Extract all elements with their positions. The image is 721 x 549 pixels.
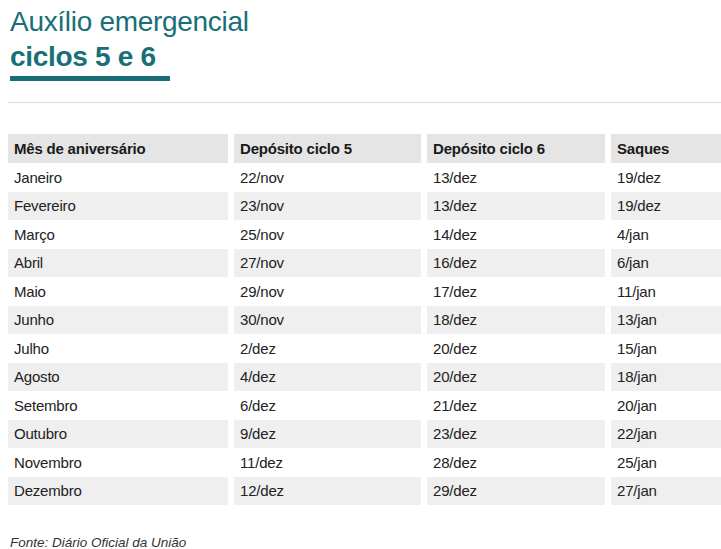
cell-deposito-ciclo6: 21/dez [427, 391, 605, 420]
cell-saques: 11/jan [611, 277, 721, 306]
cell-deposito-ciclo6: 29/dez [427, 477, 605, 506]
table-row: Maio 29/nov 17/dez 11/jan [8, 277, 721, 306]
cell-deposito-ciclo6: 23/dez [427, 420, 605, 449]
cell-saques: 25/jan [611, 448, 721, 477]
column-header-saques: Saques [611, 134, 721, 163]
cell-deposito-ciclo5: 2/dez [234, 334, 421, 363]
cell-deposito-ciclo6: 13/dez [427, 192, 605, 221]
cell-month: Dezembro [8, 477, 228, 506]
cell-month: Janeiro [8, 163, 228, 192]
table-row: Março 25/nov 14/dez 4/jan [8, 220, 721, 249]
table-row: Julho 2/dez 20/dez 15/jan [8, 334, 721, 363]
table-row: Novembro 11/dez 28/dez 25/jan [8, 448, 721, 477]
payments-table: Mês de aniversário Depósito ciclo 5 Depó… [8, 134, 721, 505]
cell-deposito-ciclo5: 6/dez [234, 391, 421, 420]
cell-deposito-ciclo6: 18/dez [427, 306, 605, 335]
table-row: Setembro 6/dez 21/dez 20/jan [8, 391, 721, 420]
table-header-row: Mês de aniversário Depósito ciclo 5 Depó… [8, 134, 721, 163]
cell-deposito-ciclo6: 28/dez [427, 448, 605, 477]
cell-deposito-ciclo5: 22/nov [234, 163, 421, 192]
cell-month: Julho [8, 334, 228, 363]
cell-deposito-ciclo6: 17/dez [427, 277, 605, 306]
cell-saques: 19/dez [611, 163, 721, 192]
table-row: Fevereiro 23/nov 13/dez 19/dez [8, 192, 721, 221]
cell-deposito-ciclo6: 20/dez [427, 334, 605, 363]
cell-month: Novembro [8, 448, 228, 477]
column-header-deposito-ciclo6: Depósito ciclo 6 [427, 134, 605, 163]
cell-deposito-ciclo6: 14/dez [427, 220, 605, 249]
cell-deposito-ciclo6: 20/dez [427, 363, 605, 392]
column-header-month: Mês de aniversário [8, 134, 228, 163]
cell-deposito-ciclo5: 4/dez [234, 363, 421, 392]
cell-month: Outubro [8, 420, 228, 449]
cell-saques: 20/jan [611, 391, 721, 420]
cell-deposito-ciclo6: 16/dez [427, 249, 605, 278]
table-row: Junho 30/nov 18/dez 13/jan [8, 306, 721, 335]
cell-saques: 13/jan [611, 306, 721, 335]
cell-month: Setembro [8, 391, 228, 420]
column-header-deposito-ciclo5: Depósito ciclo 5 [234, 134, 421, 163]
cell-month: Maio [8, 277, 228, 306]
cell-deposito-ciclo5: 29/nov [234, 277, 421, 306]
cell-month: Março [8, 220, 228, 249]
cell-saques: 22/jan [611, 420, 721, 449]
title-divider [8, 102, 721, 103]
cell-deposito-ciclo5: 23/nov [234, 192, 421, 221]
table-row: Agosto 4/dez 20/dez 18/jan [8, 363, 721, 392]
cell-month: Abril [8, 249, 228, 278]
cell-deposito-ciclo5: 9/dez [234, 420, 421, 449]
page-title: Auxílio emergencial [10, 4, 721, 40]
cell-deposito-ciclo5: 30/nov [234, 306, 421, 335]
cell-saques: 6/jan [611, 249, 721, 278]
cell-saques: 19/dez [611, 192, 721, 221]
infographic: Auxílio emergencial ciclos 5 e 6 Mês de … [0, 4, 721, 549]
cell-saques: 15/jan [611, 334, 721, 363]
table-row: Abril 27/nov 16/dez 6/jan [8, 249, 721, 278]
cell-month: Agosto [8, 363, 228, 392]
cell-deposito-ciclo5: 27/nov [234, 249, 421, 278]
cell-deposito-ciclo5: 12/dez [234, 477, 421, 506]
cell-month: Junho [8, 306, 228, 335]
page-subtitle: ciclos 5 e 6 [10, 42, 170, 81]
cell-deposito-ciclo5: 11/dez [234, 448, 421, 477]
cell-saques: 4/jan [611, 220, 721, 249]
cell-month: Fevereiro [8, 192, 228, 221]
source-note: Fonte: Diário Oficial da União [10, 535, 721, 549]
cell-deposito-ciclo6: 13/dez [427, 163, 605, 192]
table-row: Outubro 9/dez 23/dez 22/jan [8, 420, 721, 449]
cell-saques: 27/jan [611, 477, 721, 506]
table-row: Janeiro 22/nov 13/dez 19/dez [8, 163, 721, 192]
cell-saques: 18/jan [611, 363, 721, 392]
table-row: Dezembro 12/dez 29/dez 27/jan [8, 477, 721, 506]
cell-deposito-ciclo5: 25/nov [234, 220, 421, 249]
